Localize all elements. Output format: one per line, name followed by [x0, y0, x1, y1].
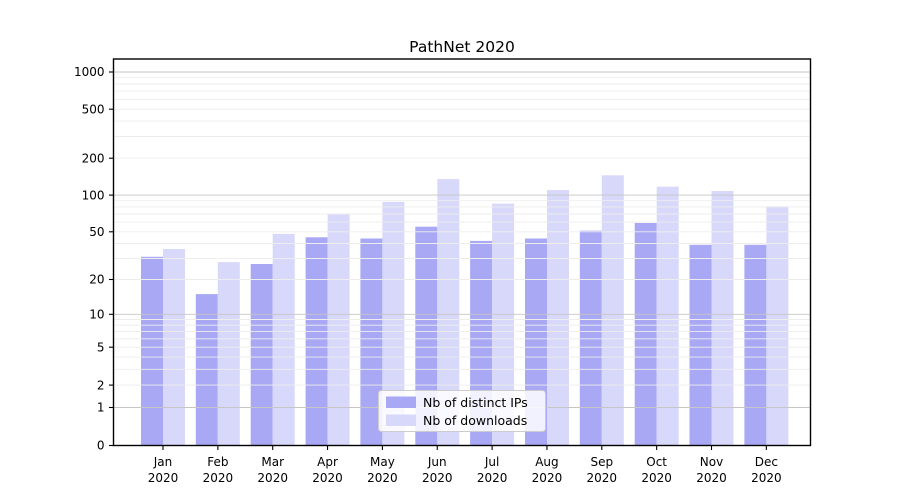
- legend-swatch-downloads: [386, 414, 416, 426]
- x-tick-label-month: Dec: [755, 455, 778, 469]
- x-tick-label-year: 2020: [696, 471, 727, 485]
- x-tick-label-month: Feb: [207, 455, 228, 469]
- legend-label-downloads: Nb of downloads: [423, 413, 527, 428]
- bar-dec-downloads: [766, 206, 789, 446]
- y-tick-label: 5: [97, 340, 105, 354]
- bar-oct-ips: [634, 223, 657, 446]
- x-tick-label-month: May: [370, 455, 395, 469]
- ticks-layer: 0 1 2 5 10 20 50 100 200 500 1000 Jan 2020 Feb 2020 Mar…: [74, 65, 782, 485]
- legend-swatch-distinct-ips: [386, 396, 416, 408]
- x-tick-label-month: Apr: [317, 455, 338, 469]
- bar-jun-downloads: [437, 179, 460, 446]
- x-tick-label-year: 2020: [312, 471, 343, 485]
- y-tick-label: 1000: [74, 65, 105, 79]
- grid-layer: [114, 71, 810, 408]
- y-tick-label: 500: [82, 102, 105, 116]
- bar-mar-ips: [250, 264, 273, 446]
- bar-may-ips: [360, 238, 383, 446]
- bar-jan-ips: [141, 256, 163, 446]
- y-tick-label: 20: [89, 273, 104, 287]
- x-tick-label-month: Jun: [427, 455, 447, 469]
- bar-apr-ips: [305, 237, 328, 446]
- x-tick-label-year: 2020: [148, 471, 179, 485]
- x-tick-label-month: Jul: [484, 455, 499, 469]
- legend-label-distinct-ips: Nb of distinct IPs: [423, 395, 528, 410]
- chart-title: PathNet 2020: [409, 38, 515, 56]
- bar-aug-downloads: [547, 190, 569, 446]
- x-tick-label-month: Mar: [261, 455, 284, 469]
- bar-nov-downloads: [711, 191, 734, 446]
- bar-dec-ips: [744, 244, 767, 446]
- x-tick-label-year: 2020: [422, 471, 453, 485]
- x-tick-label-year: 2020: [257, 471, 288, 485]
- y-tick-label: 200: [82, 151, 105, 165]
- x-tick-label-year: 2020: [641, 471, 672, 485]
- x-tick-label-month: Jan: [153, 455, 173, 469]
- bar-feb-ips: [195, 294, 218, 446]
- y-tick-label: 0: [97, 439, 105, 453]
- plot-border: [112, 58, 812, 447]
- y-tick-label: 100: [82, 188, 105, 202]
- x-tick-label-month: Aug: [535, 455, 558, 469]
- bar-apr-downloads: [327, 214, 350, 446]
- legend-box: [378, 390, 546, 432]
- bar-sep-downloads: [601, 175, 624, 446]
- x-tick-label-year: 2020: [203, 471, 234, 485]
- x-tick-label-year: 2020: [477, 471, 508, 485]
- y-tick-label: 10: [89, 308, 104, 322]
- y-tick-label: 1: [97, 401, 105, 415]
- bar-may-downloads: [382, 201, 405, 446]
- legend: Nb of distinct IPs Nb of downloads: [378, 390, 546, 432]
- x-tick-label-year: 2020: [367, 471, 398, 485]
- x-tick-label-year: 2020: [587, 471, 618, 485]
- bar-feb-downloads: [217, 262, 240, 446]
- x-tick-label-month: Nov: [700, 455, 723, 469]
- y-tick-label: 50: [89, 225, 104, 239]
- bar-oct-downloads: [656, 186, 679, 446]
- x-tick-label-month: Sep: [590, 455, 613, 469]
- x-tick-label-year: 2020: [751, 471, 782, 485]
- bar-nov-ips: [689, 244, 712, 446]
- x-tick-label-year: 2020: [532, 471, 563, 485]
- x-tick-label-month: Oct: [646, 455, 667, 469]
- y-tick-label: 2: [97, 378, 105, 392]
- bar-mar-downloads: [272, 233, 295, 446]
- bar-sep-ips: [579, 230, 602, 446]
